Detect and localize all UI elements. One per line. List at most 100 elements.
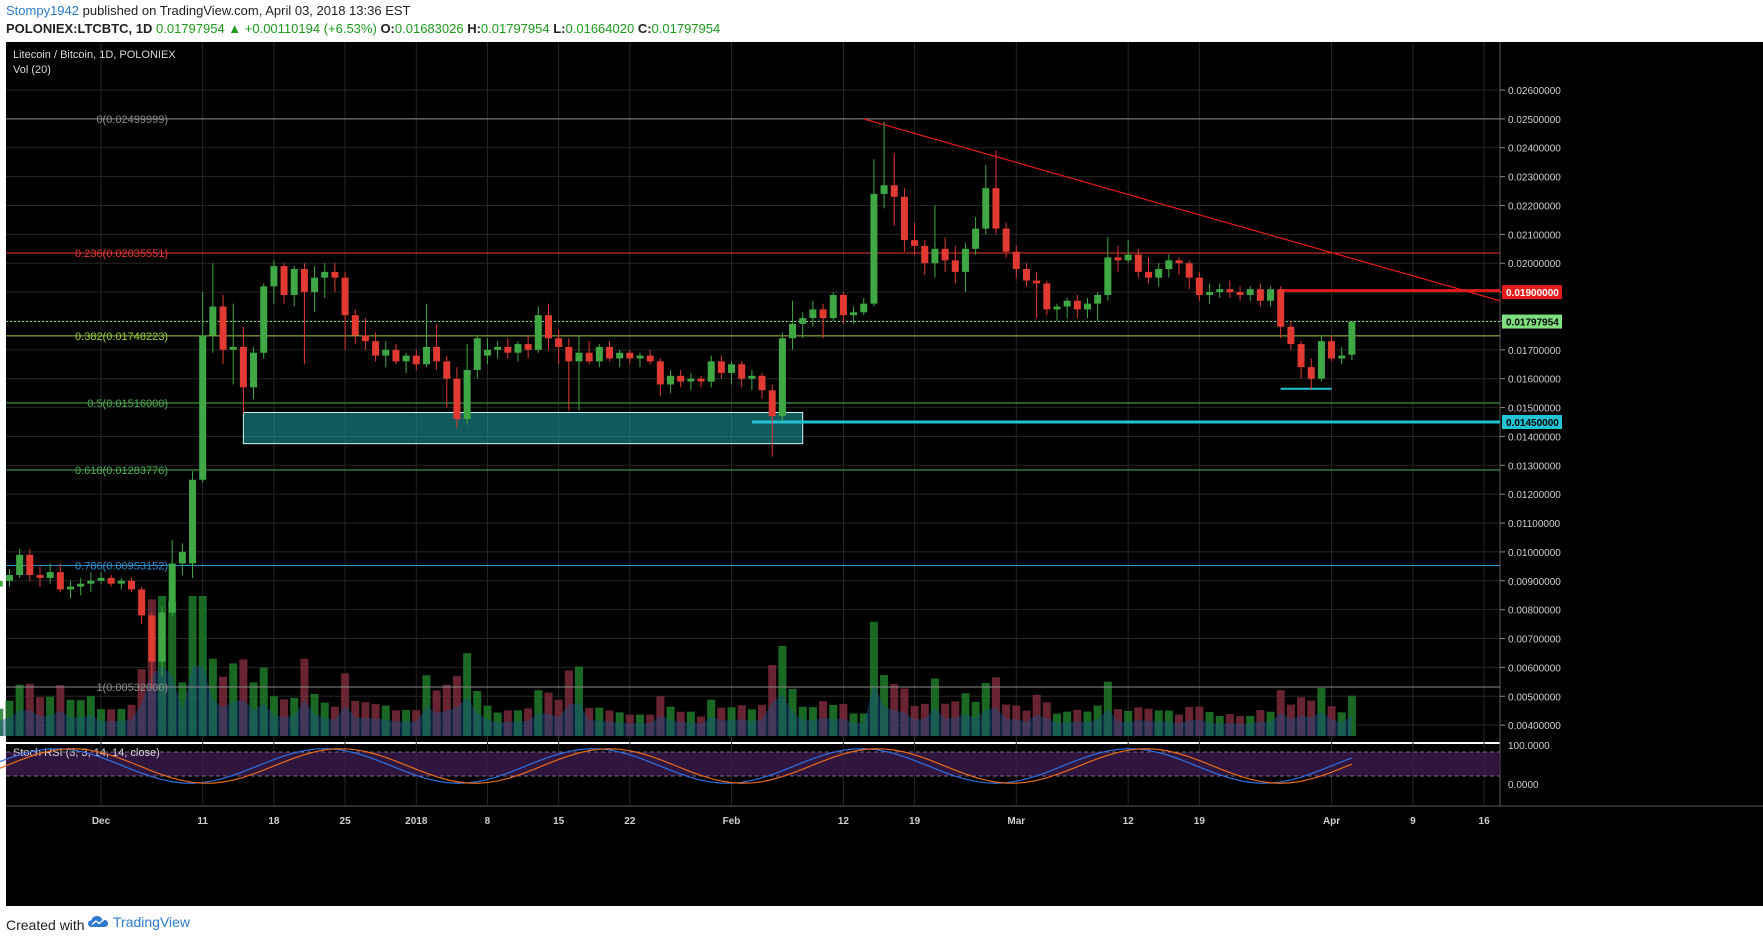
volume-bar <box>259 667 268 736</box>
stoch-k-line <box>0 748 1353 784</box>
support-zone-box <box>242 411 804 445</box>
candle-body <box>0 580 3 587</box>
fib-level-label: 0.382(0.01748223) <box>75 331 168 343</box>
candle-body <box>321 271 329 278</box>
x-tick-label: 25 <box>340 816 352 827</box>
volume-bar <box>758 704 767 736</box>
candle-body <box>1246 289 1254 295</box>
volume-bar <box>920 703 929 736</box>
candle-body <box>1185 263 1193 278</box>
fib-level-label: 0(0.02499999) <box>96 114 168 126</box>
candle-body <box>443 361 451 379</box>
candle-body <box>677 375 685 382</box>
volume-bar <box>605 710 614 736</box>
candle-body <box>595 346 603 362</box>
candle-body <box>819 309 827 319</box>
volume-bar <box>35 697 44 736</box>
volume-bar <box>1124 710 1133 736</box>
candle-body <box>1012 251 1020 269</box>
y-tick-label: 0.01700000 <box>1508 346 1561 357</box>
y-tick-label: 0.02100000 <box>1508 230 1561 241</box>
volume-bar <box>219 676 228 736</box>
symbol-label: POLONIEX:LTCBTC, 1D <box>6 21 153 36</box>
y-tick-label: 0.01200000 <box>1508 490 1561 501</box>
y-tick-label: 0.00500000 <box>1508 692 1561 703</box>
candle-body <box>707 361 715 382</box>
price-pane <box>6 42 1500 742</box>
candle-body <box>250 352 258 388</box>
volume-bar <box>5 700 14 736</box>
candle-body <box>880 185 888 194</box>
volume-bar <box>1246 715 1255 736</box>
volume-bar <box>1286 704 1295 736</box>
candle-body <box>687 378 695 382</box>
fib-level-label: 1(0.00532000) <box>96 682 168 694</box>
fib-level-label: 0.618(0.01283776) <box>75 465 168 477</box>
y-tick-label: 0.01100000 <box>1508 519 1561 530</box>
y-tick-label: 0.02600000 <box>1508 86 1561 97</box>
candle-body <box>992 188 1000 229</box>
candle-body <box>26 554 34 576</box>
volume-bar <box>656 696 665 736</box>
chart-area[interactable]: 0.02600000 0.02500000 0.02400000 0.02300000… <box>0 42 1763 906</box>
candlestick-chart[interactable]: 0.02600000 0.02500000 0.02400000 0.02300000… <box>0 42 1763 906</box>
candle-body <box>56 572 64 590</box>
volume-bar <box>76 700 85 736</box>
volume-bar <box>1175 714 1184 736</box>
candle-body <box>1206 292 1214 295</box>
created-with-text: Created with <box>6 917 85 933</box>
tradingview-logo[interactable]: TradingView <box>88 914 190 930</box>
volume-bar <box>402 709 411 736</box>
x-tick-label: 12 <box>838 816 850 827</box>
volume-bar <box>1317 688 1326 736</box>
stoch-tick-label: 0.0000 <box>1508 780 1539 791</box>
volume-bar <box>910 705 919 736</box>
volume-bar <box>727 707 736 736</box>
volume-bar <box>1083 711 1092 736</box>
candle-body <box>209 306 217 336</box>
volume-bar <box>961 693 970 736</box>
high-value: 0.01797954 <box>480 21 550 36</box>
volume-bar <box>574 666 583 736</box>
stoch-tick-label: 100.0000 <box>1508 741 1550 752</box>
volume-bar <box>951 701 960 736</box>
volume-bar <box>849 713 858 736</box>
volume-bar <box>1134 707 1143 736</box>
candle-body <box>1022 268 1030 281</box>
volume-bar <box>1347 695 1356 736</box>
volume-bar <box>1195 706 1204 736</box>
candle-body <box>1195 277 1203 295</box>
volume-bar <box>25 683 34 736</box>
candle-body <box>97 577 105 581</box>
volume-bar <box>829 705 838 736</box>
volume-bar <box>900 688 909 736</box>
y-tick-label: 0.02500000 <box>1508 115 1561 126</box>
volume-bar <box>666 706 675 736</box>
candle-body <box>1338 355 1346 359</box>
volume-bar <box>361 702 370 736</box>
candle-body <box>636 355 644 359</box>
x-tick-label: 16 <box>1479 816 1491 827</box>
volume-bar <box>707 699 716 736</box>
volume-bar <box>1073 709 1082 736</box>
y-tick-label: 0.00700000 <box>1508 635 1561 646</box>
fib-level-label: 0.236(0.02035551) <box>75 248 168 260</box>
candle-body <box>748 375 756 379</box>
price-tag-label: 0.01797954 <box>1506 318 1559 329</box>
volume-bar <box>310 694 319 736</box>
x-tick-label: 11 <box>197 816 208 827</box>
candle-body <box>453 378 461 420</box>
x-tick-label: Apr <box>1323 816 1340 827</box>
candle-body <box>982 188 990 229</box>
volume-bar <box>107 709 116 736</box>
volume-bar <box>178 682 187 736</box>
volume-label: Vol (20) <box>13 64 51 76</box>
candle-body <box>1165 260 1173 269</box>
author-link[interactable]: Stompy1942 <box>6 3 79 18</box>
candle-body <box>107 577 115 584</box>
volume-bar <box>971 701 980 736</box>
volume-bar <box>168 600 177 736</box>
candle-body <box>1063 300 1071 307</box>
volume-bar <box>625 714 634 736</box>
x-tick-label: 15 <box>553 816 565 827</box>
